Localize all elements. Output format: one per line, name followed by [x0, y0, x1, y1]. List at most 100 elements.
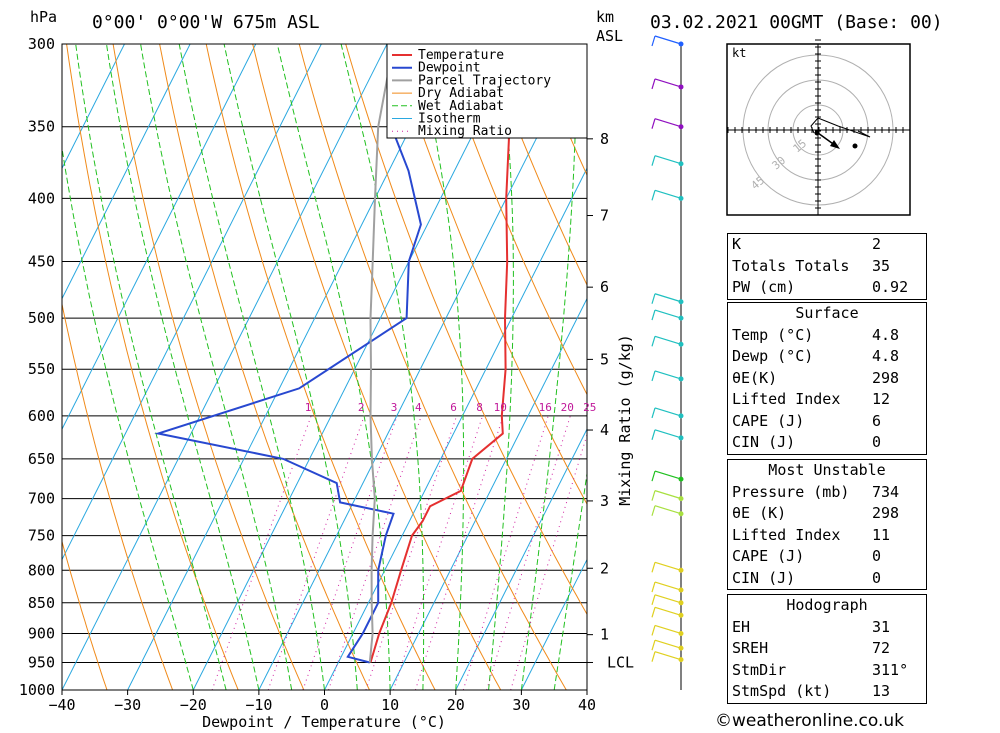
dry-adiabat: [345, 44, 587, 616]
mixing-ratio-line: [486, 415, 571, 690]
height-label: 6: [600, 278, 609, 296]
mixing-ratio-label: 2: [358, 401, 365, 414]
surface-key: Lifted Index: [732, 390, 841, 408]
pressure-label: 550: [28, 360, 55, 378]
surface-row: θE(K) 298: [728, 368, 926, 390]
wind-point: [678, 41, 684, 47]
x-tick-label: 30: [512, 696, 530, 714]
hodo-key: SREH: [732, 639, 769, 657]
mu-row: Pressure (mb) 734: [728, 482, 926, 504]
wind-barb-flag: [651, 293, 656, 304]
x-tick-label: 40: [578, 696, 596, 714]
hodo-row: EH 31: [728, 617, 926, 639]
wind-point: [678, 587, 684, 593]
wet-adiabat: [62, 145, 194, 690]
legend-label: Mixing Ratio: [418, 124, 512, 139]
wind-barb-flag: [651, 607, 656, 618]
wind-barb-flag: [651, 309, 656, 321]
mixing-ratio-label: 8: [476, 401, 483, 414]
height-unit-asl: ASL: [596, 27, 623, 45]
temperature-line: [369, 44, 526, 663]
mu-key: Pressure (mb): [732, 482, 850, 501]
mixing-ratio-label: 16: [539, 401, 552, 414]
hodo-row: SREH 72: [728, 638, 926, 660]
mixing-ratio-line: [302, 415, 398, 690]
hodo-value: 13: [872, 682, 891, 700]
wind-barb: [654, 309, 682, 319]
pressure-label: 450: [28, 253, 55, 271]
legend-label: Isotherm: [418, 112, 481, 127]
hodo-value: 31: [872, 617, 891, 636]
wind-barb: [654, 335, 682, 345]
hodograph-point: [852, 143, 858, 149]
pressure-label: 650: [28, 450, 55, 468]
y-axis-unit: hPa: [30, 8, 57, 26]
x-tick-label: −30: [114, 696, 141, 714]
wet-adiabat: [75, 44, 227, 690]
height-label: 2: [600, 559, 609, 577]
wind-barb: [654, 155, 682, 165]
mu-value: 734: [872, 482, 900, 501]
isotherm: [520, 558, 587, 690]
dry-adiabat: [62, 301, 174, 690]
wind-barb-flag: [651, 35, 656, 47]
mu-row: CAPE (J) 0: [728, 546, 926, 568]
dry-adiabat: [484, 44, 587, 287]
wind-point: [678, 315, 684, 321]
top-key: Totals Totals: [732, 256, 850, 275]
wind-barb: [654, 581, 682, 591]
wet-adiabat: [488, 44, 514, 690]
dry-adiabat: [298, 44, 567, 690]
wind-barb: [654, 470, 682, 480]
dewpoint-line: [154, 44, 422, 664]
wind-barb: [654, 370, 682, 380]
wind-barb: [654, 189, 682, 199]
hodograph-title: Hodograph: [786, 596, 868, 614]
wind-barb-flag: [651, 505, 656, 516]
mixing-ratio-line: [462, 415, 549, 690]
mixing-ratio-label: 20: [561, 401, 574, 414]
top-row: PW (cm) 0.92: [728, 277, 926, 299]
isotherm: [192, 44, 519, 690]
pressure-label: 750: [28, 527, 55, 545]
x-axis-title: Dewpoint / Temperature (°C): [202, 713, 446, 731]
mu-key: CIN (J): [732, 568, 796, 587]
mu-key: CAPE (J): [732, 547, 805, 565]
x-tick-label: 0: [320, 696, 329, 714]
surface-value: 6: [872, 411, 882, 430]
height-label: 4: [600, 421, 609, 439]
wet-adiabat: [340, 44, 425, 690]
wet-adiabat: [223, 44, 358, 690]
hodo-value: 311°: [872, 660, 909, 679]
surface-value: 0: [872, 433, 882, 451]
legend-box: [386, 43, 588, 139]
x-tick-label: 10: [381, 696, 399, 714]
surface-key: CIN (J): [732, 433, 796, 451]
wind-barb-flag: [651, 336, 656, 347]
mu-key: θE (K): [732, 504, 787, 522]
surface-key: Dewp (°C): [732, 347, 814, 365]
mixing-ratio-label: 3: [391, 401, 398, 414]
dry-adiabat: [159, 44, 370, 690]
height-label: 1: [600, 626, 609, 644]
top-key: PW (cm): [732, 278, 796, 296]
surface-value: 4.8: [872, 325, 900, 344]
wind-point: [678, 435, 684, 441]
isotherm: [62, 44, 322, 561]
isotherm: [62, 44, 388, 690]
mu-value: 298: [872, 504, 900, 522]
mixing-ratio-line: [510, 433, 587, 690]
wind-point: [678, 195, 684, 201]
x-tick-label: −40: [48, 696, 75, 714]
wind-barb-flag: [651, 78, 656, 90]
hodograph-trace: [810, 117, 871, 138]
wind-point: [678, 612, 684, 618]
wind-barb-flag: [651, 562, 656, 573]
legend-label: Dewpoint: [418, 61, 481, 76]
surface-row: CAPE (J) 6: [728, 411, 926, 433]
surface-key: Temp (°C): [732, 325, 814, 344]
dry-adiabat: [205, 44, 436, 690]
mixing-ratio-label: 4: [415, 401, 422, 414]
mu-value: 0: [872, 547, 882, 565]
